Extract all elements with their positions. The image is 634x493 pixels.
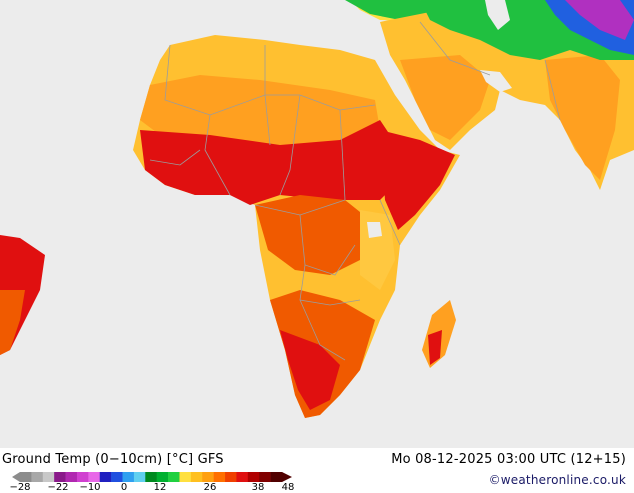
scale-swatch [76, 472, 89, 482]
scale-swatch [179, 472, 192, 482]
scale-right-arrow [282, 472, 292, 482]
legend-tick-label: 26 [203, 482, 217, 493]
legend-tick-label: −22 [47, 482, 69, 493]
valid-time-label: Mo 08-12-2025 03:00 UTC (12+15) [391, 452, 626, 467]
credit-link[interactable]: ©weatheronline.co.uk [488, 473, 626, 487]
persian-gulf [480, 70, 512, 92]
scale-swatch [54, 472, 66, 482]
legend-tick-label: 38 [251, 482, 265, 493]
scale-swatch [259, 472, 271, 482]
horn-hot-zone [380, 130, 455, 230]
india-warm [545, 55, 620, 180]
scale-swatch [145, 472, 157, 482]
scale-swatch [31, 472, 44, 482]
scale-swatch [99, 472, 112, 482]
scale-swatch [225, 472, 237, 482]
scale-swatch [190, 472, 203, 482]
scale-swatch [213, 472, 226, 482]
scale-swatch [20, 472, 32, 482]
south-america-warm [0, 290, 25, 355]
scale-swatch [65, 472, 78, 482]
footer-bar: Ground Temp (0−10cm) [°C] GFS Mo 08-12-2… [0, 448, 634, 493]
scale-swatch [88, 472, 101, 482]
color-scale-bar [12, 472, 292, 482]
lake-victoria [367, 222, 382, 238]
scale-swatch [42, 472, 55, 482]
scale-swatch [122, 472, 135, 482]
ground-temperature-map [0, 0, 634, 448]
himalaya-deep-frost [565, 0, 634, 40]
legend-tick-label: −28 [9, 482, 31, 493]
sahel-hot-band [140, 120, 400, 205]
legend-tick-label: 0 [120, 482, 128, 493]
scale-swatch [133, 472, 146, 482]
legend-tick-label: −10 [79, 482, 101, 493]
scale-swatch [111, 472, 123, 482]
red-sea [370, 45, 425, 128]
caspian-sea [485, 0, 510, 30]
scale-swatch [247, 472, 260, 482]
scale-swatch [202, 472, 214, 482]
legend-title: Ground Temp (0−10cm) [°C] GFS [2, 452, 224, 467]
scale-swatch [168, 472, 180, 482]
central-africa-warm [255, 195, 370, 275]
legend-tick-label: 12 [153, 482, 167, 493]
madagascar-hot [428, 330, 442, 365]
scale-swatch [156, 472, 169, 482]
arabia-hot [400, 55, 490, 140]
country-borders [149, 21, 561, 361]
sahara-warm [140, 75, 380, 145]
scale-left-arrow [12, 472, 20, 482]
kalahari-hot [280, 330, 340, 410]
scale-swatch [270, 472, 283, 482]
scale-swatch [236, 472, 249, 482]
legend-tick-label: 48 [281, 482, 295, 493]
